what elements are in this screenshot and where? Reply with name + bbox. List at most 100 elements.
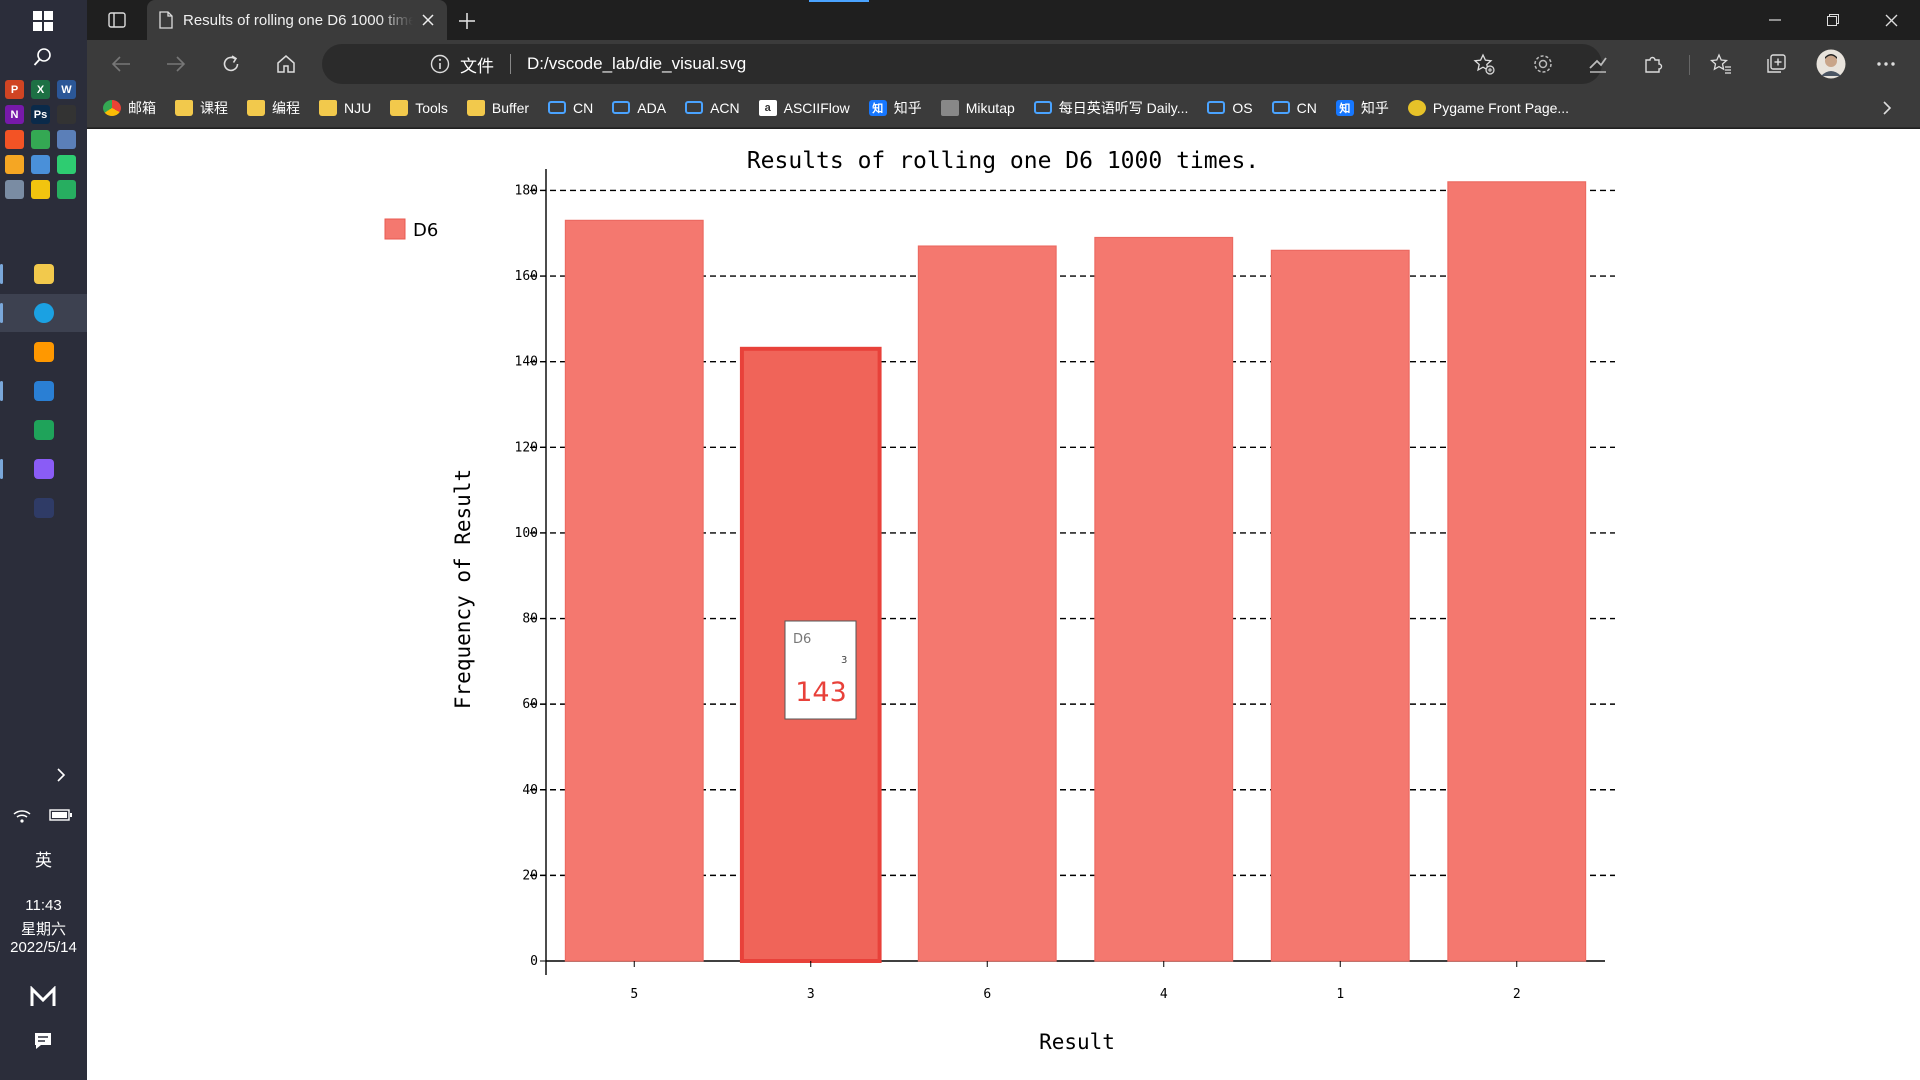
clock-time[interactable]: 11:43 [25, 897, 62, 914]
bar-2[interactable] [1447, 181, 1587, 962]
ime-indicator[interactable]: 英 [35, 851, 52, 870]
asciiflow-icon: a [758, 99, 777, 116]
favorite-item[interactable]: Mikutap [940, 99, 1015, 116]
mini-app-icon[interactable] [31, 155, 50, 174]
bilibili-tv-icon [685, 101, 704, 114]
pinned-obsidian[interactable] [0, 450, 87, 488]
tab-active[interactable]: Results of rolling one D6 1000 times. [147, 0, 447, 40]
more-favorites-chevron-icon[interactable] [1875, 96, 1899, 120]
site-info-label[interactable]: 文件 [460, 56, 494, 76]
info-icon[interactable] [430, 54, 450, 74]
address-bar[interactable]: 文件 D:/vscode_lab/die_visual.svg [322, 44, 1602, 84]
restore-button[interactable] [1804, 0, 1862, 40]
address-separator [510, 54, 511, 74]
favorite-item[interactable]: CN [1271, 99, 1317, 116]
edge-icon [33, 303, 54, 323]
favorite-item[interactable]: a ASCIIFlow [758, 99, 850, 116]
mini-app-icon[interactable]: Ps [31, 105, 50, 124]
legend[interactable]: D6 [384, 218, 438, 241]
favorite-item[interactable]: 课程 [175, 98, 228, 118]
refresh-icon [223, 55, 239, 72]
close-window-button[interactable] [1862, 0, 1920, 40]
favorite-item[interactable]: 知知乎 [1335, 98, 1389, 118]
search-button[interactable] [30, 44, 56, 70]
pinned-vim[interactable] [0, 411, 87, 449]
mini-app-icon[interactable]: P [5, 80, 24, 99]
favorite-item[interactable]: 邮箱 [103, 98, 156, 118]
mini-app-icon[interactable] [31, 130, 50, 149]
mini-app-icon[interactable] [5, 155, 24, 174]
mini-app-icon[interactable] [57, 155, 76, 174]
favorite-item[interactable]: 每日英语听写 Daily... [1033, 98, 1188, 118]
url-text[interactable]: D:/vscode_lab/die_visual.svg [527, 54, 747, 73]
favorite-item[interactable]: CN [548, 100, 593, 116]
battery-icon[interactable] [48, 806, 74, 824]
collections-button[interactable] [1756, 44, 1796, 84]
favorite-item[interactable]: Tools [390, 99, 448, 116]
page-content: Results of rolling one D6 1000 times. 0 2… [87, 129, 1920, 1080]
clock-date[interactable]: 2022/5/14 [10, 939, 77, 956]
pinned-app-dark[interactable] [0, 489, 87, 527]
favorite-item[interactable]: OS [1207, 100, 1253, 116]
favorite-item[interactable]: ACN [685, 100, 740, 116]
start-button[interactable] [30, 8, 56, 34]
pinned-sublime[interactable] [0, 333, 87, 371]
favorite-item[interactable]: Pygame Front Page... [1407, 99, 1569, 116]
close-tab-icon[interactable] [421, 13, 435, 27]
notification-icon[interactable] [32, 1030, 54, 1052]
y-tick-label: 120 [515, 440, 538, 455]
pinned-file-explorer[interactable] [0, 255, 87, 293]
widgets-m-icon[interactable] [28, 984, 58, 1010]
bar-4[interactable] [1094, 236, 1234, 962]
mini-app-icon[interactable]: X [31, 80, 50, 99]
vscode-icon [33, 381, 54, 401]
profile-button[interactable] [1811, 44, 1851, 84]
wifi-icon[interactable] [10, 804, 34, 826]
favorite-item[interactable]: NJU [319, 99, 371, 116]
extension-tool-button[interactable] [1578, 44, 1618, 84]
mini-app-icon[interactable] [5, 180, 24, 199]
minimize-button[interactable] [1746, 0, 1804, 40]
settings-menu-button[interactable] [1866, 44, 1906, 84]
clock-weekday[interactable]: 星期六 [20, 921, 66, 938]
favorite-item[interactable]: 知知乎 [868, 98, 922, 118]
favorite-item[interactable]: 编程 [247, 98, 300, 118]
home-button[interactable] [266, 44, 306, 84]
app-dark-icon [33, 498, 54, 518]
favorite-item[interactable]: Buffer [466, 99, 529, 116]
bar-1[interactable] [1270, 249, 1410, 962]
mini-app-icon[interactable] [5, 130, 24, 149]
mini-app-icon[interactable]: W [57, 80, 76, 99]
vim-icon [33, 420, 54, 440]
mini-app-icon[interactable] [57, 105, 76, 124]
show-more-chevron-icon[interactable] [50, 764, 72, 786]
y-tick-label: 40 [522, 783, 538, 798]
y-tick-label: 160 [515, 269, 538, 284]
tab-actions-icon[interactable] [105, 9, 129, 31]
pygame-snake-icon [1407, 99, 1426, 116]
y-tick-label: 140 [515, 355, 538, 370]
favorite-label: CN [1296, 99, 1317, 116]
favorite-label: ASCIIFlow [783, 99, 850, 116]
new-tab-button[interactable] [454, 8, 480, 34]
mini-app-icon[interactable] [57, 180, 76, 199]
bar-5[interactable] [564, 219, 704, 962]
mini-app-icon[interactable] [57, 130, 76, 149]
avatar [1816, 49, 1846, 79]
favorite-item[interactable]: ADA [612, 100, 666, 116]
toolbar-separator [1689, 55, 1690, 75]
favorites-button[interactable] [1701, 44, 1741, 84]
favorite-label: ADA [637, 99, 667, 116]
refresh-button[interactable] [211, 44, 251, 84]
pinned-vscode[interactable] [0, 372, 87, 410]
pinned-edge[interactable] [0, 294, 87, 332]
add-favorite-button[interactable] [1464, 44, 1504, 84]
extensions-button[interactable] [1633, 44, 1673, 84]
y-tick-label: 80 [522, 612, 538, 627]
mini-app-icon[interactable] [31, 180, 50, 199]
back-button[interactable] [101, 44, 141, 84]
mini-app-icon[interactable]: N [5, 105, 24, 124]
bar-6[interactable] [917, 245, 1057, 962]
extension-gear-button[interactable] [1523, 44, 1563, 84]
forward-button[interactable] [156, 44, 196, 84]
